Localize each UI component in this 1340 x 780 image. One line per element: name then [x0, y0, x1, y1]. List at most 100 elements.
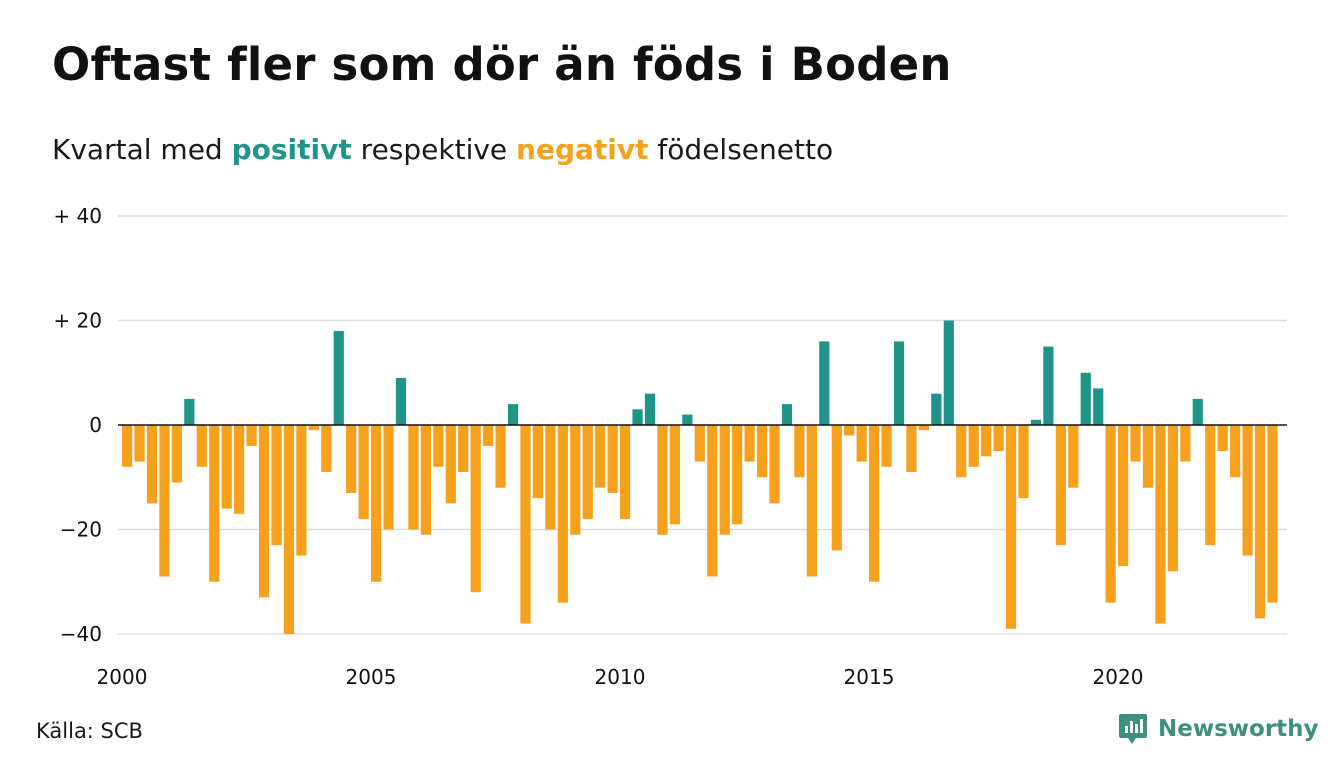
bar-negative — [308, 425, 319, 431]
bar-negative — [445, 425, 456, 504]
bar-negative — [246, 425, 257, 446]
bar-negative — [844, 425, 855, 436]
bar-negative — [869, 425, 880, 582]
bar-positive — [1080, 372, 1091, 425]
bar-positive — [1192, 398, 1203, 426]
bar-negative — [209, 425, 220, 582]
bar-negative — [719, 425, 730, 535]
bar-positive — [184, 398, 195, 426]
bar-negative — [1055, 425, 1066, 546]
bar-negative — [856, 425, 867, 462]
bar-negative — [620, 425, 631, 520]
subtitle-middle: respektive — [351, 133, 517, 166]
chart-subtitle: Kvartal med positivt respektive negativt… — [52, 133, 833, 166]
y-tick-label: −20 — [60, 518, 102, 542]
bar-negative — [831, 425, 842, 551]
bar-negative — [1167, 425, 1178, 572]
x-tick-label: 2020 — [1093, 665, 1144, 689]
bar-positive — [507, 404, 519, 425]
x-tick-label: 2000 — [97, 665, 148, 689]
bar-negative — [171, 425, 182, 483]
bar-layer — [122, 320, 1278, 634]
bar-positive — [632, 409, 643, 425]
bar-negative — [458, 425, 469, 473]
bar-negative — [1118, 425, 1129, 567]
bar-negative — [1005, 425, 1017, 629]
bar-negative — [321, 425, 332, 473]
bar-negative — [1018, 425, 1029, 499]
subtitle-positive-word: positivt — [231, 133, 352, 166]
axis-layer: + 40 + 20 0 −20 −40 2000 2005 2010 2015 2020 — [53, 204, 1287, 689]
bar-negative — [906, 425, 917, 473]
bar-negative — [756, 425, 768, 478]
bar-negative — [918, 425, 929, 431]
bar-negative — [1230, 425, 1241, 478]
bar-negative — [968, 425, 979, 467]
bar-negative — [1180, 425, 1191, 462]
bar-negative — [981, 425, 992, 457]
brand-name: Newsworthy — [1158, 716, 1319, 742]
bar-positive — [682, 414, 693, 425]
bar-negative — [1267, 425, 1278, 603]
bar-positive — [931, 393, 942, 425]
bar-positive — [781, 404, 793, 425]
subtitle-suffix: födelsenetto — [648, 133, 834, 166]
bar-negative — [669, 425, 680, 525]
bar-negative — [371, 425, 382, 582]
y-tick-label: + 20 — [53, 309, 102, 333]
bar-negative — [595, 425, 606, 488]
chart-title: Oftast fler som dör än föds i Boden — [52, 38, 952, 91]
brand-logo: Newsworthy — [1118, 712, 1319, 746]
bar-negative — [520, 425, 531, 624]
bar-negative — [1105, 425, 1116, 603]
y-tick-label: −40 — [60, 622, 102, 646]
bar-negative — [1142, 425, 1154, 488]
bar-negative — [483, 425, 494, 446]
bar-negative — [707, 425, 718, 577]
bar-negative — [1155, 425, 1166, 624]
bar-positive — [943, 320, 954, 425]
y-tick-label: 0 — [89, 413, 102, 437]
bar-negative — [582, 425, 593, 520]
bar-negative — [470, 425, 481, 593]
bar-negative — [433, 425, 444, 467]
bar-negative — [296, 425, 307, 556]
bar-negative — [881, 425, 892, 467]
x-tick-label: 2010 — [595, 665, 646, 689]
bar-negative — [1242, 425, 1253, 556]
bar-negative — [146, 425, 158, 504]
bar-positive — [644, 393, 656, 425]
source-note: Källa: SCB — [36, 719, 143, 743]
bar-positive — [333, 330, 344, 425]
bar-negative — [806, 425, 817, 577]
bar-negative — [383, 425, 394, 530]
bar-negative — [221, 425, 232, 509]
bar-negative — [258, 425, 270, 598]
bar-negative — [993, 425, 1004, 452]
bar-positive — [395, 377, 407, 425]
bar-negative — [408, 425, 419, 530]
bar-negative — [283, 425, 295, 634]
bar-positive — [819, 341, 830, 425]
bar-negative — [196, 425, 207, 467]
bar-negative — [1217, 425, 1228, 452]
subtitle-prefix: Kvartal med — [52, 133, 232, 166]
bar-negative — [358, 425, 369, 520]
bar-negative — [122, 425, 133, 467]
x-tick-label: 2005 — [346, 665, 397, 689]
bar-negative — [769, 425, 780, 504]
bar-negative — [694, 425, 705, 462]
bar-positive — [1030, 419, 1042, 425]
bar-negative — [346, 425, 357, 493]
newsworthy-logo-icon — [1119, 714, 1147, 744]
grid-layer — [118, 215, 1287, 635]
bar-negative — [732, 425, 743, 525]
bar-positive — [893, 341, 905, 425]
subtitle-negative-word: negativt — [516, 133, 649, 166]
bar-negative — [794, 425, 805, 478]
bar-negative — [570, 425, 581, 535]
bar-negative — [420, 425, 431, 535]
bar-chart: + 40 + 20 0 −20 −40 2000 2005 2010 2015 2020 — [53, 204, 1287, 689]
bar-negative — [607, 425, 618, 493]
bar-positive — [1093, 388, 1104, 425]
